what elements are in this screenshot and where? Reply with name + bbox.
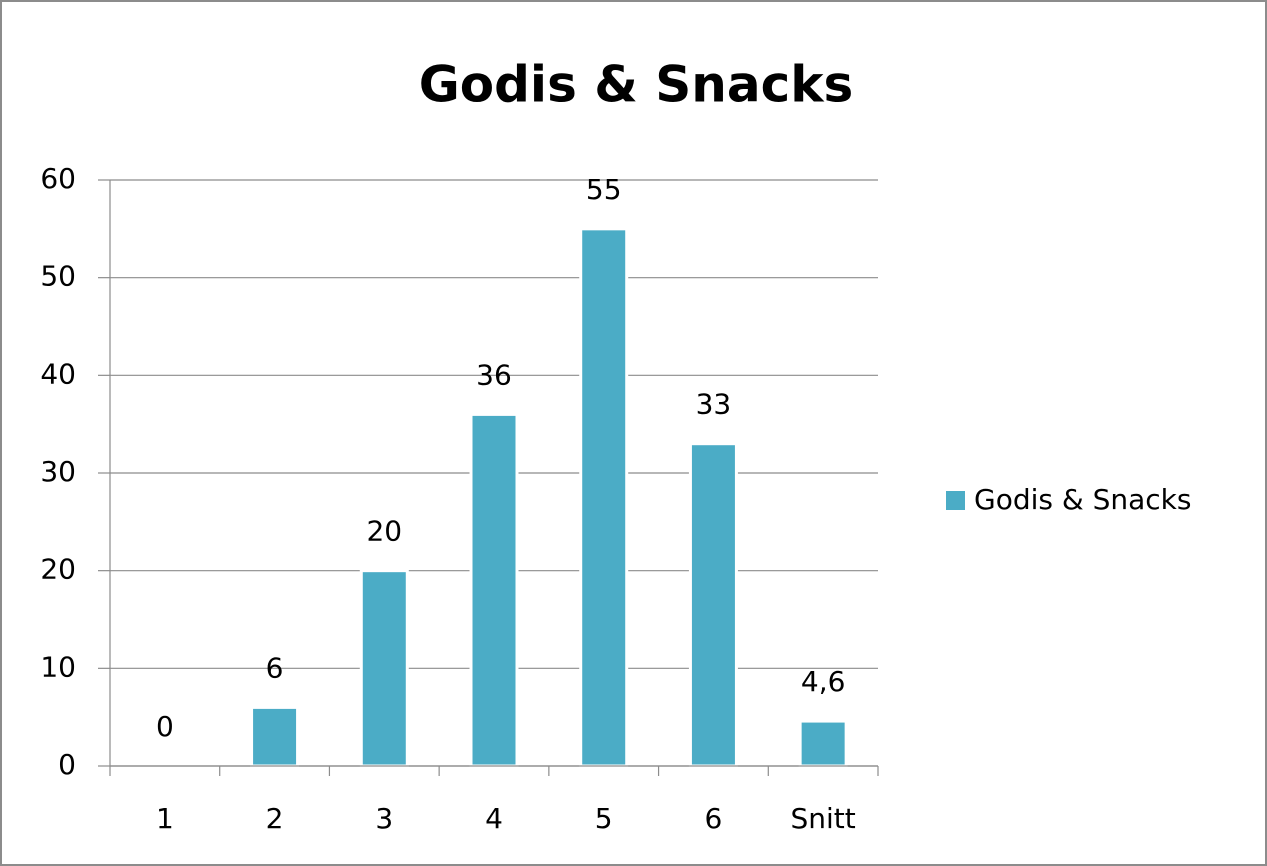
y-tick-label: 40 [40, 357, 76, 390]
chart-title: Godis & Snacks [419, 56, 854, 114]
data-label: 4,6 [801, 665, 846, 698]
y-tick-label: 50 [40, 260, 76, 293]
y-tick-label: 10 [40, 650, 76, 683]
bar [688, 442, 738, 768]
data-label: 33 [696, 388, 732, 421]
bar [250, 705, 300, 768]
data-label: 36 [476, 358, 512, 391]
x-tick-label: Snitt [791, 802, 856, 835]
data-label: 55 [586, 173, 622, 206]
x-tick-label: 2 [266, 802, 284, 835]
data-label: 6 [266, 651, 284, 684]
y-tick-label: 0 [58, 748, 76, 781]
data-label: 0 [156, 710, 174, 743]
x-tick-label: 6 [705, 802, 723, 835]
bar [798, 719, 848, 768]
y-tick-label: 20 [40, 553, 76, 586]
bar [359, 569, 409, 768]
bar [579, 227, 629, 768]
x-tick-label: 4 [485, 802, 503, 835]
data-label: 20 [366, 515, 402, 548]
legend-label: Godis & Snacks [974, 483, 1191, 516]
x-tick-label: 1 [156, 802, 174, 835]
x-tick-label: 3 [375, 802, 393, 835]
legend-swatch [946, 491, 965, 510]
bar [469, 412, 519, 768]
y-tick-label: 30 [40, 455, 76, 488]
y-tick-label: 60 [40, 162, 76, 195]
x-tick-label: 5 [595, 802, 613, 835]
